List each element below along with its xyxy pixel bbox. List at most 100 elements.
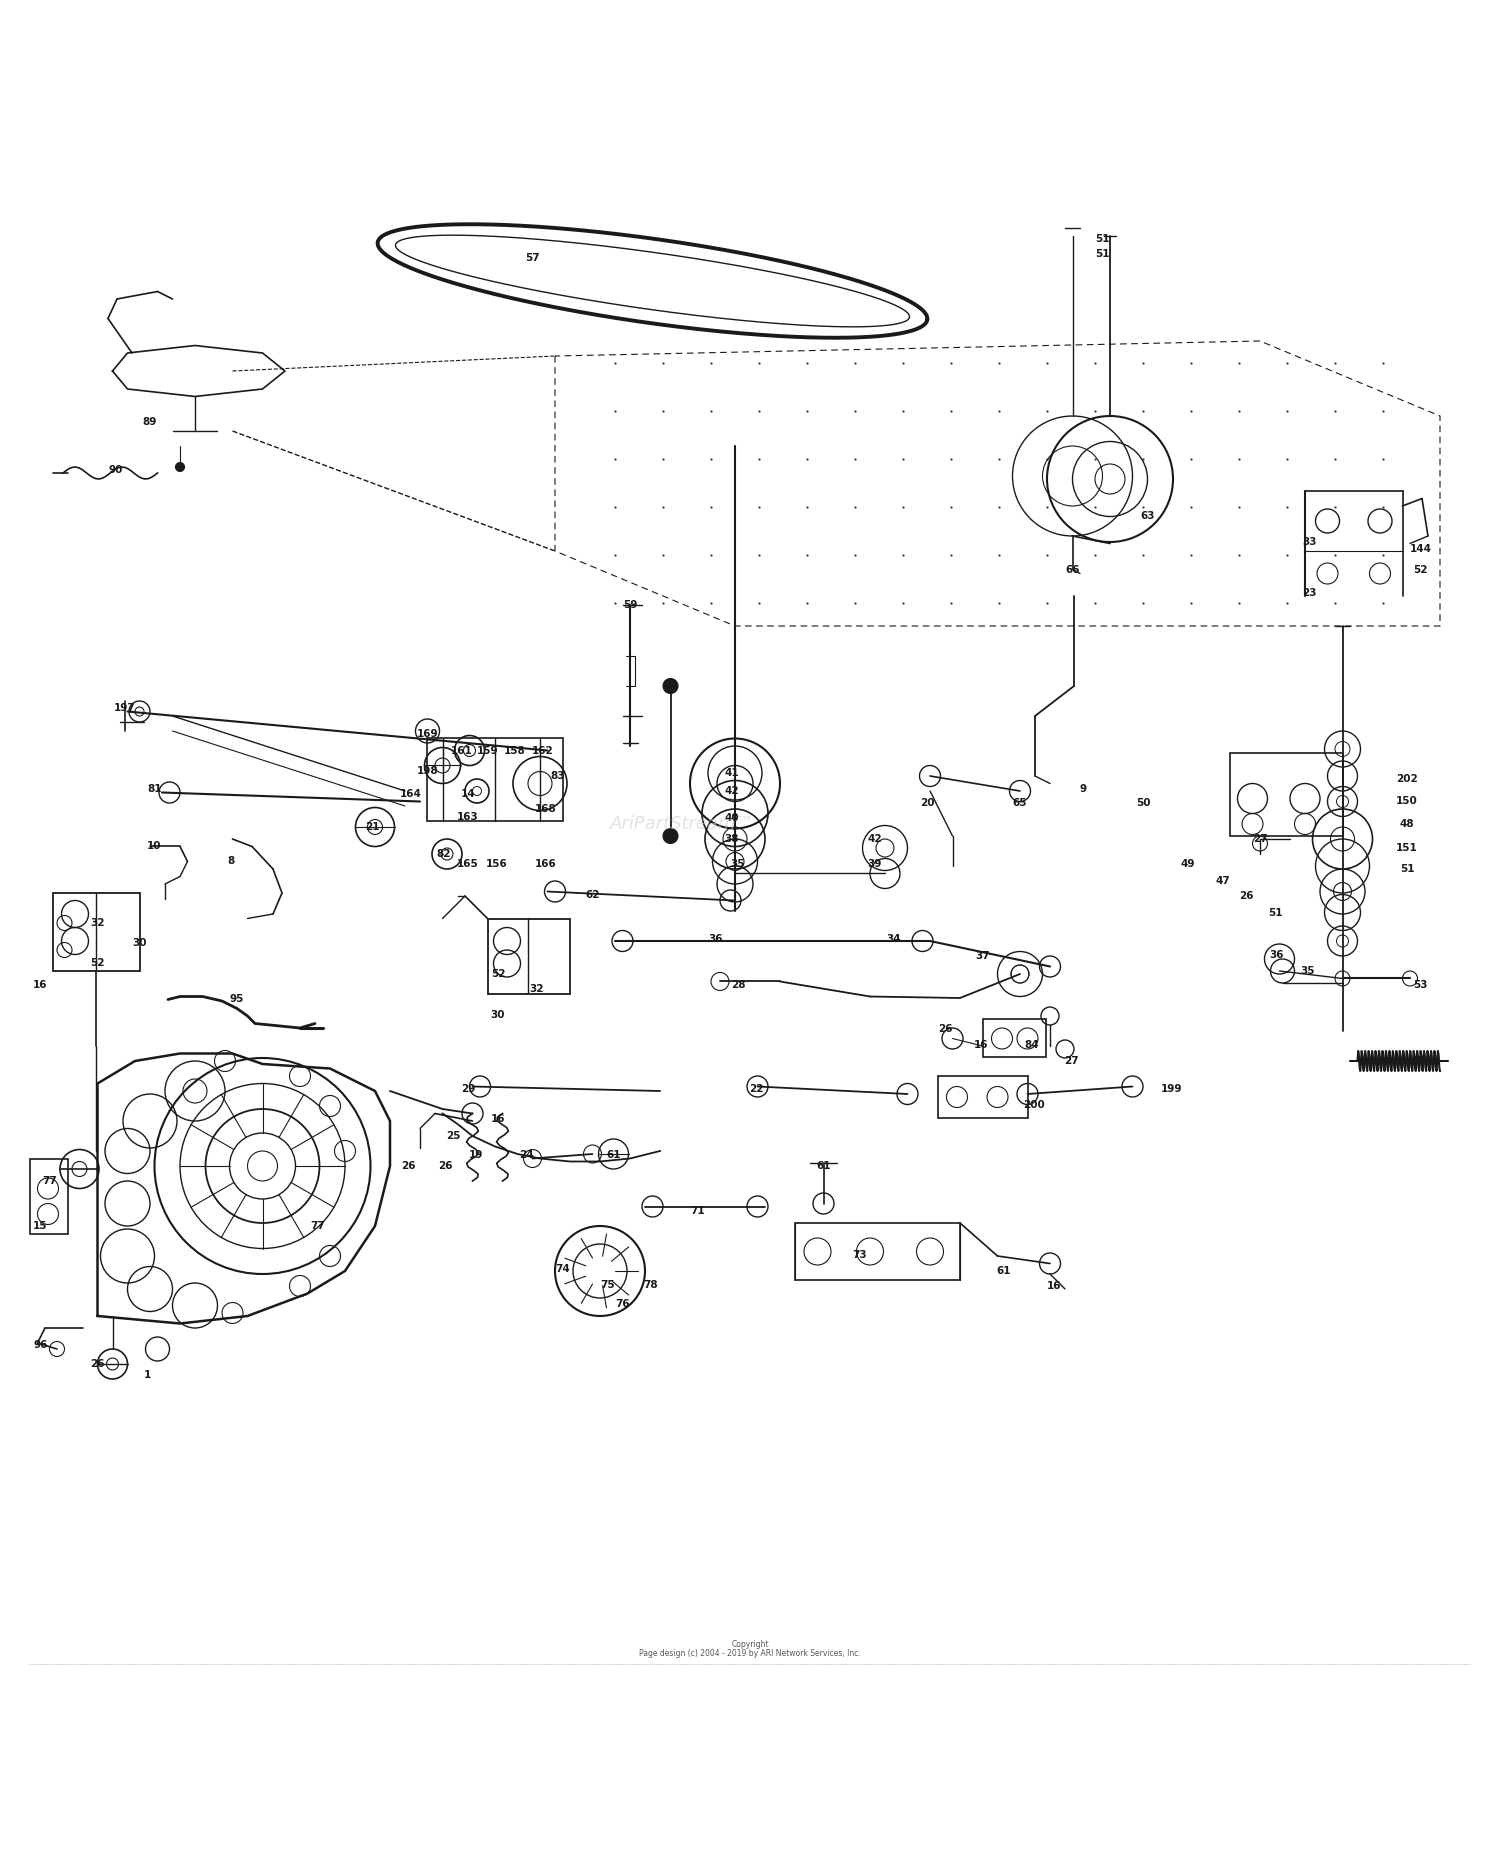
Text: 48: 48 bbox=[1400, 819, 1414, 830]
Text: 36: 36 bbox=[708, 935, 723, 945]
Bar bbox=[488, 919, 570, 993]
Text: 55: 55 bbox=[1413, 1056, 1428, 1067]
Text: 35: 35 bbox=[730, 859, 746, 869]
Text: 34: 34 bbox=[886, 935, 902, 945]
Text: 52: 52 bbox=[1413, 565, 1428, 576]
Text: 32: 32 bbox=[90, 919, 105, 928]
Circle shape bbox=[663, 678, 678, 693]
Text: 198: 198 bbox=[417, 767, 438, 776]
Text: 162: 162 bbox=[532, 746, 554, 756]
Text: 65: 65 bbox=[1013, 798, 1028, 807]
Text: 81: 81 bbox=[147, 785, 162, 795]
Text: 52: 52 bbox=[90, 959, 105, 969]
Circle shape bbox=[176, 463, 184, 472]
Text: 158: 158 bbox=[504, 746, 525, 756]
Text: 42: 42 bbox=[724, 785, 740, 796]
Text: 159: 159 bbox=[477, 746, 498, 756]
Text: 200: 200 bbox=[1023, 1100, 1044, 1109]
Text: 15: 15 bbox=[33, 1220, 48, 1232]
Bar bbox=[1230, 754, 1342, 835]
Text: 161: 161 bbox=[452, 746, 472, 756]
Text: 62: 62 bbox=[585, 889, 600, 900]
Text: 151: 151 bbox=[1396, 843, 1417, 854]
Text: 57: 57 bbox=[525, 254, 540, 263]
Text: 71: 71 bbox=[690, 1206, 705, 1217]
Text: 63: 63 bbox=[1140, 511, 1155, 522]
Text: 26: 26 bbox=[400, 1161, 416, 1170]
Text: 25: 25 bbox=[446, 1132, 460, 1141]
Text: 49: 49 bbox=[1180, 859, 1196, 869]
Text: 51: 51 bbox=[1095, 248, 1110, 259]
Text: 164: 164 bbox=[400, 789, 422, 798]
Text: 21: 21 bbox=[364, 822, 380, 832]
Text: 61: 61 bbox=[816, 1161, 831, 1170]
Text: 26: 26 bbox=[938, 1024, 952, 1035]
Text: 47: 47 bbox=[1215, 876, 1230, 885]
Text: 22: 22 bbox=[748, 1085, 764, 1095]
Circle shape bbox=[663, 828, 678, 843]
Text: 166: 166 bbox=[536, 859, 556, 869]
Bar bbox=[427, 739, 562, 820]
Text: 77: 77 bbox=[310, 1220, 326, 1232]
Text: 76: 76 bbox=[615, 1298, 630, 1309]
Text: 37: 37 bbox=[975, 950, 990, 961]
Text: 197: 197 bbox=[114, 704, 135, 713]
Text: 66: 66 bbox=[1065, 565, 1080, 576]
Text: 50: 50 bbox=[1136, 798, 1150, 807]
Text: 168: 168 bbox=[536, 804, 556, 815]
Text: 35: 35 bbox=[1300, 967, 1316, 976]
Text: 78: 78 bbox=[644, 1280, 658, 1289]
Text: 30: 30 bbox=[132, 937, 147, 948]
Text: 19: 19 bbox=[468, 1150, 483, 1161]
Text: 150: 150 bbox=[1396, 796, 1417, 806]
Text: 96: 96 bbox=[33, 1339, 48, 1350]
Bar bbox=[938, 1076, 1028, 1119]
Text: 29: 29 bbox=[460, 1085, 476, 1095]
Text: 77: 77 bbox=[42, 1176, 57, 1185]
Text: 61: 61 bbox=[606, 1150, 621, 1161]
Text: 41: 41 bbox=[724, 769, 740, 778]
Text: 199: 199 bbox=[1161, 1085, 1182, 1095]
Text: 169: 169 bbox=[417, 730, 438, 739]
Text: 84: 84 bbox=[1024, 1039, 1039, 1050]
Text: 16: 16 bbox=[1047, 1282, 1062, 1291]
Text: 28: 28 bbox=[730, 980, 746, 989]
Text: Copyright: Copyright bbox=[730, 1641, 770, 1648]
Text: 14: 14 bbox=[460, 789, 476, 798]
Text: 82: 82 bbox=[436, 848, 451, 859]
Text: 16: 16 bbox=[974, 1039, 988, 1050]
Text: 95: 95 bbox=[230, 995, 244, 1004]
Text: 16: 16 bbox=[33, 980, 48, 989]
Text: 42: 42 bbox=[867, 833, 882, 845]
Text: 40: 40 bbox=[724, 813, 740, 822]
Text: 30: 30 bbox=[490, 1009, 506, 1019]
Text: 27: 27 bbox=[1064, 1056, 1078, 1067]
Bar bbox=[30, 1159, 68, 1233]
Text: 27: 27 bbox=[1252, 833, 1268, 845]
Text: 8: 8 bbox=[228, 856, 234, 867]
Text: 33: 33 bbox=[1302, 537, 1317, 546]
Text: 75: 75 bbox=[600, 1280, 615, 1289]
Bar bbox=[53, 893, 140, 970]
Text: 165: 165 bbox=[458, 859, 478, 869]
Text: 1: 1 bbox=[144, 1369, 150, 1380]
Text: 59: 59 bbox=[622, 600, 638, 609]
Text: AriPartStream™: AriPartStream™ bbox=[610, 815, 754, 833]
Text: 26: 26 bbox=[1239, 891, 1254, 902]
Text: 10: 10 bbox=[147, 841, 162, 852]
Text: Page design (c) 2004 - 2019 by ARI Network Services, Inc.: Page design (c) 2004 - 2019 by ARI Netwo… bbox=[639, 1648, 861, 1658]
Text: 61: 61 bbox=[996, 1267, 1011, 1276]
Bar bbox=[795, 1222, 960, 1280]
Text: 52: 52 bbox=[490, 969, 506, 980]
Text: 144: 144 bbox=[1410, 544, 1431, 554]
Text: 53: 53 bbox=[1413, 980, 1428, 989]
Text: 23: 23 bbox=[1302, 587, 1317, 598]
Text: 9: 9 bbox=[1080, 785, 1086, 795]
Text: 90: 90 bbox=[108, 465, 123, 474]
Text: 83: 83 bbox=[550, 770, 566, 782]
Text: 89: 89 bbox=[142, 417, 158, 428]
Text: 51: 51 bbox=[1400, 865, 1414, 874]
Text: 20: 20 bbox=[920, 798, 934, 807]
Text: 24: 24 bbox=[519, 1150, 534, 1161]
Text: 202: 202 bbox=[1396, 774, 1417, 783]
